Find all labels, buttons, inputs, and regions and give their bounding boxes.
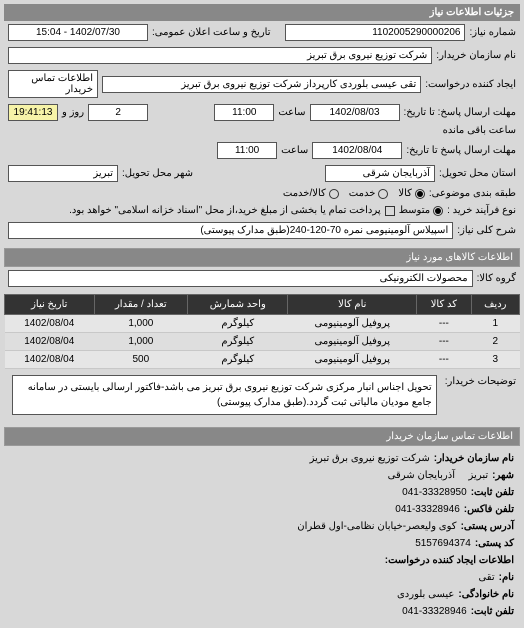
- c-family-label: نام خانوادگی:: [458, 586, 514, 603]
- radio-mid-label: خدمت: [349, 188, 376, 199]
- deadline-send-time-label: ساعت: [278, 107, 305, 118]
- buyer-desc-label: توضیحات خریدار:: [445, 372, 516, 387]
- cell-name: پروفیل آلومینیومی: [288, 315, 417, 333]
- radio-low[interactable]: [433, 206, 443, 216]
- creator-field: تقی عیسی بلوردی کارپرداز شرکت توزیع نیرو…: [102, 76, 421, 93]
- c-address: کوی ولیعصر-خیابان نظامی-اول قطران: [297, 518, 456, 535]
- buyer-contact-button[interactable]: اطلاعات تماس خریدار: [8, 70, 98, 98]
- c-phone: 041-33328950: [402, 484, 467, 501]
- contact-section-header: اطلاعات تماس سازمان خریدار: [4, 427, 520, 446]
- cell-unit: کیلوگرم: [188, 315, 288, 333]
- th-name: نام کالا: [288, 295, 417, 315]
- cell-name: پروفیل آلومینیومی: [288, 351, 417, 369]
- package-radio-group: کالا خدمت کالا/خدمت: [283, 188, 425, 199]
- c-tel: 041-33328946: [402, 603, 467, 620]
- buy-type-group: متوسط: [399, 205, 443, 216]
- request-no-field: 1102005290000206: [285, 24, 465, 41]
- cell-code: ---: [417, 351, 471, 369]
- cell-date: 1402/08/04: [5, 315, 95, 333]
- cell-name: پروفیل آلومینیومی: [288, 333, 417, 351]
- radio-part-label: کالا/خدمت: [283, 188, 326, 199]
- c-phone-label: تلفن ثابت:: [471, 484, 514, 501]
- package-label: طبقه بندی موضوعی:: [429, 188, 516, 199]
- cell-qty: 500: [94, 351, 188, 369]
- c-city: تبریز: [469, 467, 489, 484]
- deadline-send-label: مهلت ارسال پاسخ: تا تاریخ:: [404, 107, 516, 118]
- province-field: آذربایجان شرقی: [325, 165, 435, 182]
- city-field: تبریز: [8, 165, 118, 182]
- need-title-field: اسپیلاس آلومینیومی نمره 70-120-240(طبق م…: [8, 222, 453, 239]
- radio-all-label: کالا: [398, 188, 412, 199]
- deadline-answer-time: 11:00: [217, 142, 277, 159]
- c-postal: 5157694374: [415, 535, 471, 552]
- cell-date: 1402/08/04: [5, 351, 95, 369]
- group-label: گروه کالا:: [477, 273, 516, 284]
- c-tel-label: تلفن ثابت:: [471, 603, 514, 620]
- radio-mid[interactable]: [378, 189, 388, 199]
- table-row: 1---پروفیل آلومینیومیکیلوگرم1,0001402/08…: [5, 315, 520, 333]
- c-province: آذربایجان شرقی: [388, 467, 455, 484]
- th-date: تاریخ نیاز: [5, 295, 95, 315]
- radio-low-label: متوسط: [399, 205, 430, 216]
- cell-code: ---: [417, 333, 471, 351]
- c-fax-label: تلفن فاکس:: [464, 501, 514, 518]
- group-field: محصولات الکترونیکی: [8, 270, 473, 287]
- deadline-answer-label: مهلت ارسال پاسخ تا تاریخ:: [406, 145, 516, 156]
- radio-all[interactable]: [415, 189, 425, 199]
- table-row: 2---پروفیل آلومینیومیکیلوگرم1,0001402/08…: [5, 333, 520, 351]
- cell-qty: 1,000: [94, 315, 188, 333]
- buyer-org-label: نام سازمان خریدار:: [436, 50, 516, 61]
- c-city-label: شهر:: [492, 467, 514, 484]
- deadline-send-time: 11:00: [214, 104, 274, 121]
- deadline-answer-date: 1402/08/04: [312, 142, 402, 159]
- c-name: تقی: [478, 569, 494, 586]
- cell-code: ---: [417, 315, 471, 333]
- c-postal-label: کد پستی:: [475, 535, 514, 552]
- cell-date: 1402/08/04: [5, 333, 95, 351]
- th-code: کد کالا: [417, 295, 471, 315]
- deadline-send-date: 1402/08/03: [310, 104, 400, 121]
- c-name-label: نام:: [499, 569, 514, 586]
- creator-label: ایجاد کننده درخواست:: [425, 79, 516, 90]
- province-label: استان محل تحویل:: [439, 168, 516, 179]
- c-fax: 041-33328946: [395, 501, 460, 518]
- contact-info-block: نام سازمان خریدار: شرکت توزیع نیروی برق …: [4, 446, 520, 624]
- table-row: 3---پروفیل آلومینیومیکیلوگرم5001402/08/0…: [5, 351, 520, 369]
- radio-part[interactable]: [329, 189, 339, 199]
- page-header: جزئیات اطلاعات نیاز: [4, 4, 520, 21]
- cell-idx: 2: [471, 333, 519, 351]
- th-unit: واحد شمارش: [188, 295, 288, 315]
- buyer-org-field: شرکت توزیع نیروی برق تبریز: [8, 47, 432, 64]
- request-no-label: شماره نیاز:: [469, 27, 516, 38]
- remaining-time: 19:41:13: [8, 104, 58, 121]
- cell-idx: 1: [471, 315, 519, 333]
- buy-type-label: نوع فرآیند خرید :: [447, 205, 516, 216]
- cell-qty: 1,000: [94, 333, 188, 351]
- buyer-desc-box: تحویل اجناس انبار مرکزی شرکت توزیع نیروی…: [12, 375, 437, 415]
- public-datetime-label: تاریخ و ساعت اعلان عمومی:: [152, 27, 271, 38]
- city-label: شهر محل تحویل:: [122, 168, 193, 179]
- cell-unit: کیلوگرم: [188, 333, 288, 351]
- need-title-label: شرح کلی نیاز:: [457, 225, 516, 236]
- cell-idx: 3: [471, 351, 519, 369]
- th-idx: ردیف: [471, 295, 519, 315]
- remaining-label: روز و: [62, 107, 84, 118]
- cell-unit: کیلوگرم: [188, 351, 288, 369]
- remaining-suffix: ساعت باقی مانده: [443, 125, 516, 136]
- c-org: شرکت توزیع نیروی برق تبریز: [310, 450, 430, 467]
- remaining-days: 2: [88, 104, 148, 121]
- c-creator-section: اطلاعات ایجاد کننده درخواست:: [385, 552, 514, 569]
- public-datetime-field: 1402/07/30 - 15:04: [8, 24, 148, 41]
- c-address-label: آدرس پستی:: [461, 518, 514, 535]
- pay-checkbox[interactable]: [385, 206, 395, 216]
- pay-note: پرداخت تمام یا بخشی از مبلغ خرید،از محل …: [69, 205, 381, 216]
- deadline-answer-time-label: ساعت: [281, 145, 308, 156]
- th-qty: تعداد / مقدار: [94, 295, 188, 315]
- c-org-label: نام سازمان خریدار:: [434, 450, 514, 467]
- items-table: ردیف کد کالا نام کالا واحد شمارش تعداد /…: [4, 294, 520, 369]
- c-family: عیسی بلوردی: [397, 586, 454, 603]
- items-section-header: اطلاعات کالاهای مورد نیاز: [4, 248, 520, 267]
